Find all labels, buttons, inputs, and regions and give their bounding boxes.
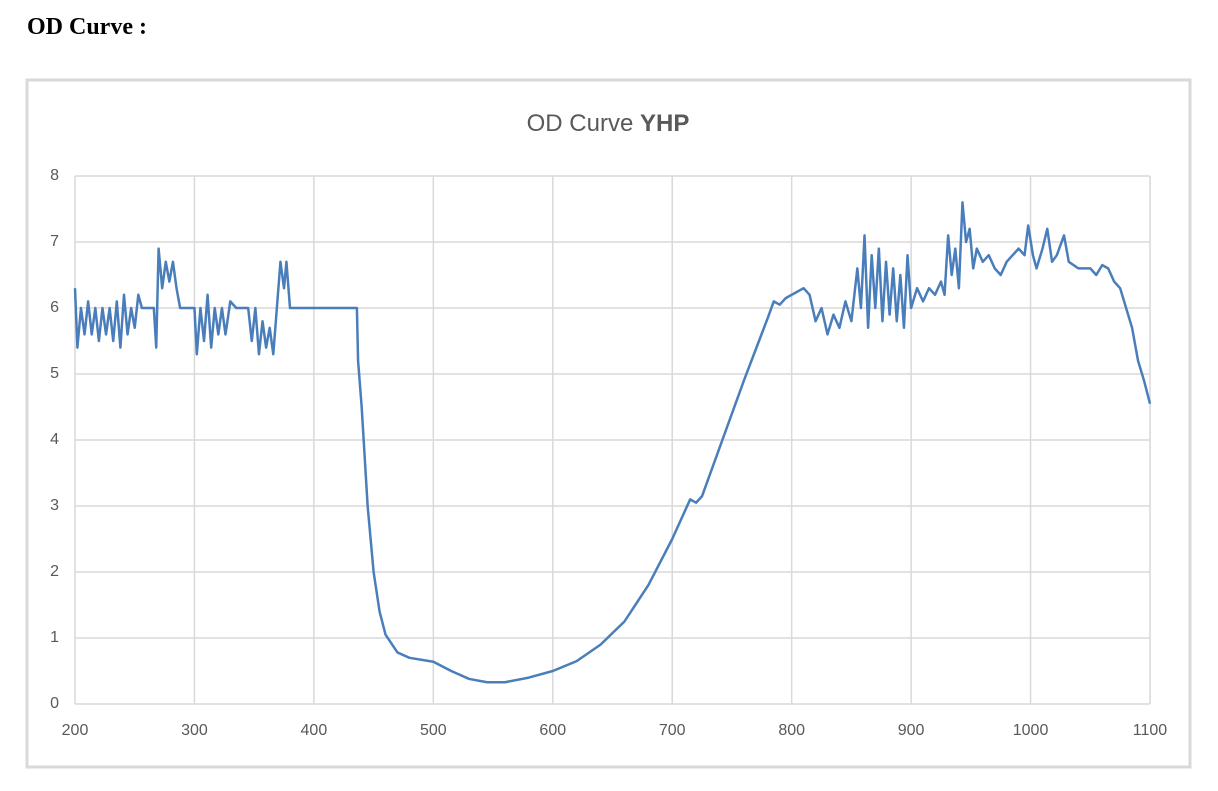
x-tick-label: 500 xyxy=(420,722,447,739)
x-tick-label: 400 xyxy=(301,722,328,739)
y-tick-label: 1 xyxy=(50,629,59,646)
x-tick-label: 200 xyxy=(62,722,89,739)
x-tick-label: 1000 xyxy=(1013,722,1049,739)
x-tick-label: 300 xyxy=(181,722,208,739)
x-tick-label: 800 xyxy=(778,722,805,739)
chart-title: OD Curve YHP xyxy=(527,110,690,137)
y-tick-label: 4 xyxy=(50,431,59,448)
title-part: OD Curve xyxy=(527,110,634,137)
x-tick-label: 900 xyxy=(898,722,925,739)
heading: OD Curve : xyxy=(27,14,147,40)
x-tick-label: 1100 xyxy=(1133,722,1168,739)
y-tick-label: 3 xyxy=(50,497,59,514)
y-tick-label: 7 xyxy=(50,233,59,250)
x-tick-label: 700 xyxy=(659,722,686,739)
x-tick-label: 600 xyxy=(539,722,566,739)
title-part: YHP xyxy=(640,110,689,137)
y-tick-label: 2 xyxy=(50,563,59,580)
y-tick-label: 0 xyxy=(50,695,59,712)
y-tick-label: 5 xyxy=(50,365,59,382)
data-line xyxy=(73,201,1152,684)
y-tick-label: 6 xyxy=(50,299,59,316)
chart-frame xyxy=(25,78,1192,769)
y-tick-label: 8 xyxy=(50,167,59,184)
